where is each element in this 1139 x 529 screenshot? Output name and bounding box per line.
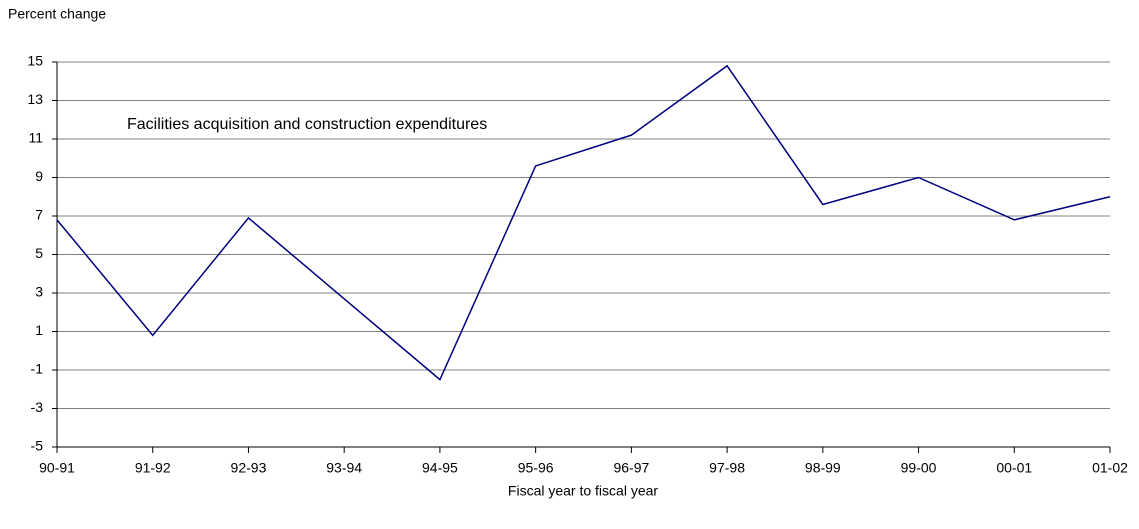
- x-tick-label: 98-99: [805, 460, 841, 476]
- x-tick-label: 99-00: [901, 460, 937, 476]
- y-tick-label: 5: [35, 245, 43, 261]
- line-series: [56, 64, 1111, 381]
- y-tick-label: 13: [27, 91, 43, 107]
- y-axis-title: Percent change: [8, 6, 106, 22]
- y-tick-label: 11: [28, 130, 43, 146]
- x-tick-label: 00-01: [996, 460, 1032, 476]
- annotation: Facilities acquisition and construction …: [127, 116, 487, 133]
- x-tick-label: 94-95: [422, 460, 458, 476]
- y-tick-label: -3: [31, 399, 44, 415]
- x-tick-label: 93-94: [326, 460, 362, 476]
- y-tick-label: -5: [31, 438, 44, 454]
- x-tick-label: 01-02: [1092, 460, 1128, 476]
- y-tick-label: -1: [31, 361, 44, 377]
- x-tick-label: 90-91: [39, 460, 75, 476]
- x-tick-label: 97-98: [709, 460, 745, 476]
- x-tick-label: 95-96: [518, 460, 554, 476]
- x-tick-label: 91-92: [135, 460, 171, 476]
- x-axis-title: Fiscal year to fiscal year: [508, 483, 658, 499]
- x-tick-label: 92-93: [231, 460, 267, 476]
- y-tick-label: 9: [35, 168, 43, 184]
- y-tick-label: 7: [35, 207, 43, 223]
- y-tick-label: 3: [35, 284, 43, 300]
- y-tick-label: 15: [27, 53, 43, 69]
- y-tick-label: 1: [35, 322, 43, 338]
- x-tick-label: 96-97: [613, 460, 649, 476]
